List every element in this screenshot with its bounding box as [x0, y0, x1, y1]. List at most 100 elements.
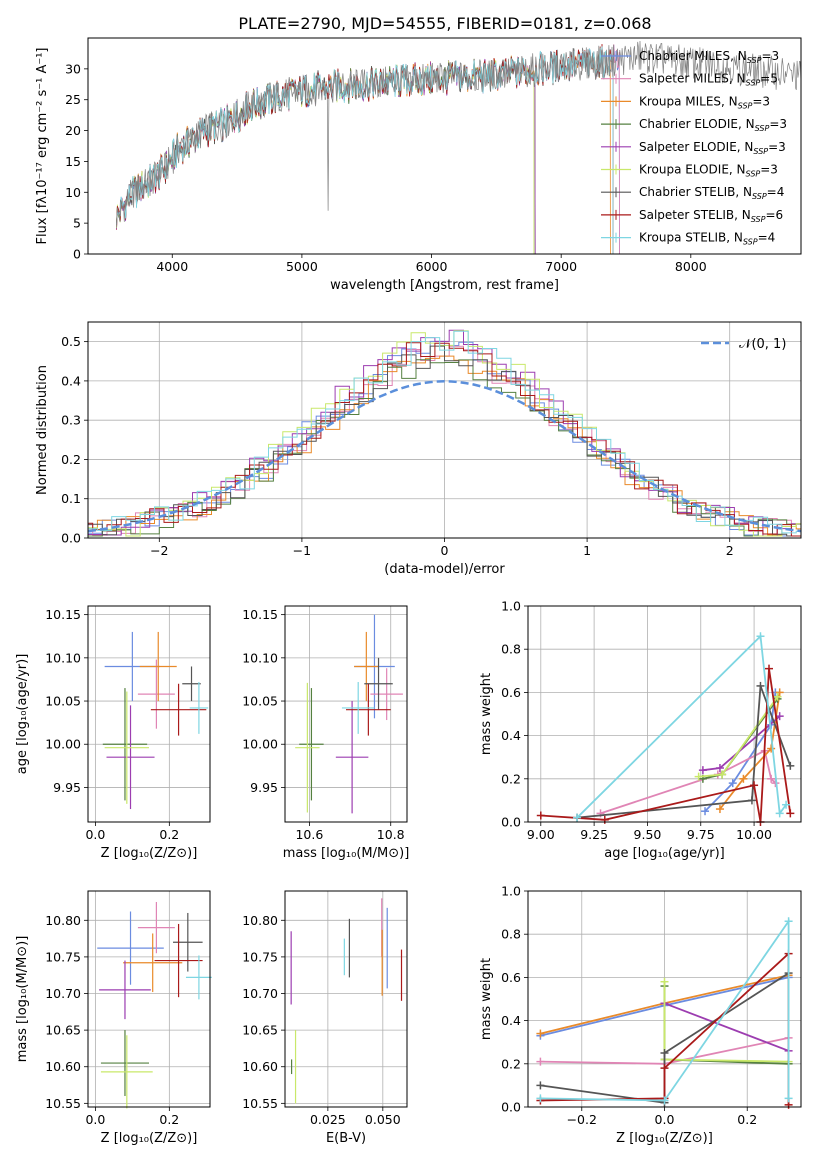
y-tick-label: 0.4	[61, 373, 81, 388]
x-tick-label: −0.2	[567, 1112, 597, 1127]
y-tick-label: 10.65	[242, 1023, 278, 1038]
panel-spectrum: 4000 5000 6000 7000 8000 0 5 10 15 20 25 30 waveleng…	[35, 37, 802, 293]
x-tick-label: 9.00	[527, 827, 555, 842]
y-tick-label: 9.95	[250, 780, 278, 795]
y-tick-label: 0.4	[501, 728, 521, 743]
axes-frame	[87, 37, 802, 255]
x-tick-label: 0.0	[85, 827, 105, 842]
x-tick-label: −1	[293, 543, 311, 558]
y-tick-label: 10.60	[242, 1059, 278, 1074]
histogram-kroupa_stelib	[88, 330, 801, 534]
y-tick-label: 10.80	[242, 913, 278, 928]
x-tick-label: 0.2	[159, 1112, 179, 1127]
y-tick-label: 10.70	[242, 986, 278, 1001]
y-tick-label: 10.05	[242, 694, 278, 709]
x-tick-label: 5000	[286, 259, 318, 274]
histogram-chabrier_elodie	[88, 359, 801, 537]
axes-frame	[87, 890, 211, 1108]
y-axis-label: Flux [fλ10⁻¹⁷ erg cm⁻² s⁻¹ A⁻¹]	[35, 48, 50, 245]
legend-label-kroupa_elodie: Kroupa ELODIE, NSSP=3	[639, 163, 778, 179]
spectrum-data-line	[116, 40, 801, 228]
histogram-chabrier_stelib	[88, 345, 801, 537]
y-tick-label: 5	[73, 216, 81, 231]
x-tick-label: 9.50	[634, 827, 662, 842]
x-axis-label: (data-model)/error	[384, 562, 505, 577]
figure-title: PLATE=2790, MJD=54555, FIBERID=0181, z=0…	[238, 14, 651, 33]
weight-line-kroupa_stelib	[576, 634, 787, 819]
x-tick-label: 8000	[675, 259, 707, 274]
y-tick-label: 10.15	[242, 607, 278, 622]
y-tick-label: 10.00	[45, 737, 81, 752]
legend-label-chabrier_stelib: Chabrier STELIB, NSSP=4	[639, 185, 784, 201]
errorbars	[97, 901, 212, 1109]
legend-label-chabrier_miles: Chabrier MILES, NSSP=3	[639, 49, 779, 65]
y-tick-label: 0	[73, 247, 81, 262]
y-axis-label: Normed distribution	[35, 365, 50, 495]
y-tick-label: 10.55	[45, 1096, 81, 1111]
x-tick-label: 10.6	[295, 827, 323, 842]
x-tick-label: 0.2	[159, 827, 179, 842]
legend-label-kroupa_miles: Kroupa MILES, NSSP=3	[639, 94, 770, 110]
y-tick-label: 0.6	[501, 685, 521, 700]
x-axis-label: E(B-V)	[326, 1131, 366, 1146]
y-tick-label: 10	[65, 185, 81, 200]
y-axis-label: mass [log₁₀(M/M⊙)]	[15, 936, 30, 1063]
y-tick-label: 30	[65, 61, 81, 76]
weight-line-kroupa_stelib	[540, 918, 790, 1102]
errorbars	[290, 898, 403, 1104]
y-axis-label: mass weight	[479, 958, 494, 1040]
legend: Chabrier MILES, NSSP=3 Salpeter MILES, NS…	[601, 49, 787, 247]
y-tick-label: 0.0	[501, 1100, 521, 1115]
y-tick-label: 10.10	[242, 650, 278, 665]
y-tick-label: 10.15	[45, 607, 81, 622]
y-tick-label: 10.55	[242, 1096, 278, 1111]
axes-frame	[284, 890, 408, 1108]
panel-age_vs_mass: 10.6 10.8 9.95 10.00 10.05 10.10 10.15 mass [lo…	[242, 605, 410, 861]
y-tick-label: 1.0	[501, 599, 521, 614]
panel-weight_vs_age: 9.00 9.25 9.50 9.75 10.00 0.0 0.2 0.4 0.6 0.8 1.0 a…	[479, 599, 802, 861]
x-tick-label: 0.0	[655, 1112, 675, 1127]
x-tick-label: 1	[583, 543, 591, 558]
y-tick-label: 0.8	[501, 927, 521, 942]
weight-line-salpeter_elodie	[664, 1002, 789, 1052]
y-tick-label: 9.95	[53, 780, 81, 795]
y-tick-label: 10.00	[242, 737, 278, 752]
legend-label-kroupa_stelib: Kroupa STELIB, NSSP=4	[639, 231, 775, 247]
axes-frame	[87, 605, 211, 823]
x-tick-label: 0	[441, 543, 449, 558]
weight-lines	[536, 632, 795, 826]
weight-line-salpeter_stelib	[540, 668, 792, 823]
weight-line-chabrier_miles	[704, 692, 777, 812]
y-tick-label: 10.80	[45, 913, 81, 928]
errorbars	[102, 631, 209, 810]
legend-label-salpeter_miles: Salpeter MILES, NSSP=5	[639, 72, 778, 88]
y-tick-label: 1.0	[501, 884, 521, 899]
x-axis-label: wavelength [Angstrom, rest frame]	[330, 278, 559, 293]
legend-label-normal: 𝒩(0, 1)	[739, 337, 786, 352]
x-axis-label: Z [log₁₀(Z/Z⊙)]	[101, 1131, 198, 1146]
x-tick-label: 7000	[545, 259, 577, 274]
x-tick-label: 0.050	[365, 1112, 401, 1127]
y-tick-label: 0.0	[501, 815, 521, 830]
errorbars	[295, 614, 403, 814]
y-axis-label: mass weight	[479, 673, 494, 755]
axes-frame	[527, 605, 802, 823]
y-tick-label: 10.70	[45, 986, 81, 1001]
legend-label-salpeter_elodie: Salpeter ELODIE, NSSP=3	[639, 140, 786, 156]
y-tick-label: 0.1	[61, 491, 81, 506]
x-axis-label: Z [log₁₀(Z/Z⊙)]	[616, 1131, 713, 1146]
normal-curve	[88, 380, 801, 533]
x-tick-label: 0.0	[85, 1112, 105, 1127]
y-tick-label: 10.75	[242, 949, 278, 964]
x-tick-label: 10.8	[377, 827, 405, 842]
x-tick-label: 9.75	[687, 827, 715, 842]
panel-mass_vs_z: 0.0 0.2 10.55 10.60 10.65 10.70 10.75 10.80 Z [l…	[15, 890, 212, 1146]
y-tick-label: 10.10	[45, 650, 81, 665]
x-tick-label: 9.25	[580, 827, 608, 842]
histogram-salpeter_stelib	[88, 342, 801, 537]
x-axis-label: mass [log₁₀(M/M⊙)]	[283, 846, 410, 861]
panel-residuals: −2 −1 0 1 2 0.0 0.1 0.2 0.3 0.4 0.5 (data-model)/er…	[35, 321, 802, 577]
x-axis-label: age [log₁₀(age/yr)]	[604, 846, 725, 861]
x-tick-label: 0.025	[310, 1112, 346, 1127]
